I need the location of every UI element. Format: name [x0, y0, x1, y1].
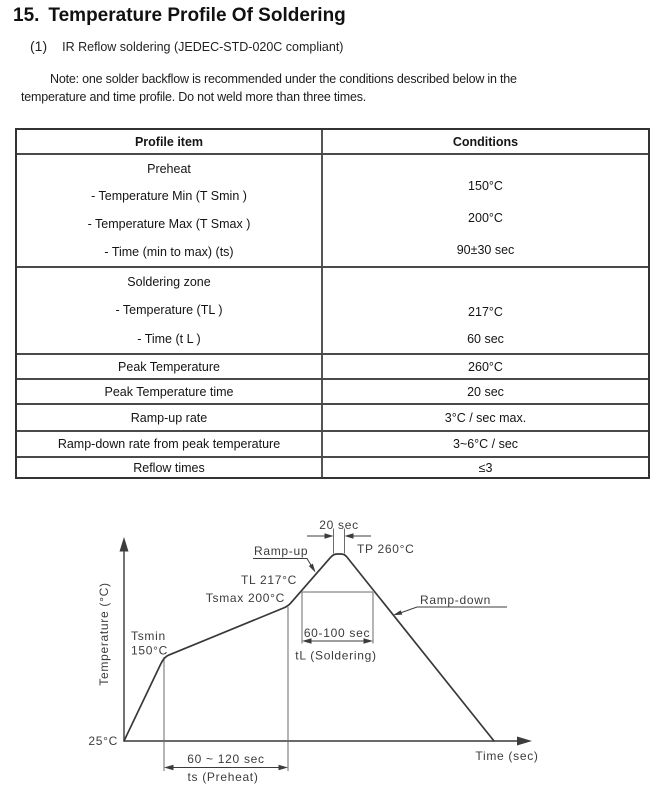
preheat-cond-time: 90±30 sec: [456, 242, 515, 257]
preheat-cond-tmax: 200°C: [468, 210, 503, 225]
soldering-zone-label: tL (Soldering): [295, 649, 376, 663]
table-row-peak-temperature-time: Peak Temperature time 20 sec: [17, 378, 648, 403]
peak-dim-label: 20 sec: [319, 518, 359, 532]
ramp-down-label: Ramp-down: [420, 593, 491, 607]
soldering-dim-right-arrow-icon: [363, 638, 373, 644]
preheat-dim-label: 60 ~ 120 sec: [187, 752, 264, 766]
table-row-peak-temperature: Peak Temperature 260°C: [17, 353, 648, 378]
soldering-item-time: - Time (t L ): [137, 331, 201, 346]
ramp-down-arrow-icon: [393, 610, 403, 616]
preheat-cond-tmin: 150°C: [468, 178, 503, 193]
origin-temp-label: 25°C: [88, 734, 118, 748]
y-axis-arrowhead-icon: [119, 537, 129, 552]
soldering-items-cell: Soldering zone - Temperature (TL ) - Tim…: [17, 268, 323, 353]
peak-dim-right-arrow-icon: [344, 533, 354, 539]
preheat-item-time: - Time (min to max) (ts): [104, 244, 234, 259]
row-item-label: Reflow times: [17, 458, 323, 477]
temperature-profile-curve: [123, 553, 495, 742]
table-row-ramp-down-rate: Ramp-down rate from peak temperature 3~6…: [17, 430, 648, 456]
table-row-soldering-zone: Soldering zone - Temperature (TL ) - Tim…: [17, 266, 648, 353]
row-condition-value: 20 sec: [467, 384, 504, 399]
subsection-text: IR Reflow soldering (JEDEC-STD-020C comp…: [62, 40, 344, 54]
preheat-dim-right-arrow-icon: [278, 764, 288, 771]
table-row-reflow-times: Reflow times ≤3: [17, 456, 648, 477]
soldering-item-temp: - Temperature (TL ): [115, 303, 223, 318]
soldering-dim-label: 60-100 sec: [304, 626, 370, 640]
note-line-1: Note: one solder backflow is recommended…: [50, 72, 517, 86]
table-header-row: Profile item Conditions: [17, 130, 648, 153]
ramp-up-label: Ramp-up: [254, 544, 308, 558]
peak-dim-left-arrow-icon: [324, 533, 334, 539]
row-condition-value: ≤3: [478, 460, 493, 475]
preheat-item-tmax: - Temperature Max (T Smax ): [87, 217, 251, 232]
section-number: 15.: [13, 5, 40, 26]
preheat-item-tmin: - Temperature Min (T Smin ): [91, 189, 247, 204]
preheat-items-cell: Preheat - Temperature Min (T Smin ) - Te…: [17, 155, 323, 266]
soldering-cond-time: 60 sec: [467, 332, 504, 346]
subsection-number: (1): [30, 38, 48, 54]
note-line-2: temperature and time profile. Do not wel…: [21, 90, 367, 104]
soldering-dim-left-arrow-icon: [302, 638, 312, 644]
preheat-zone-label: ts (Preheat): [187, 770, 258, 784]
section-title: 15. Temperature Profile Of Soldering: [13, 5, 346, 27]
row-item-label: Peak Temperature: [17, 355, 323, 378]
table-row-preheat: Preheat - Temperature Min (T Smin ) - Te…: [17, 153, 648, 266]
row-item-label: Peak Temperature time: [17, 380, 323, 403]
ramp-down-leader-line: [395, 606, 507, 615]
row-condition-value: 3°C / sec max.: [444, 410, 527, 425]
row-condition-value: 260°C: [468, 359, 503, 374]
header-conditions: Conditions: [452, 134, 519, 149]
tsmax-label: Tsmax 200°C: [206, 591, 285, 605]
section-title-text: Temperature Profile Of Soldering: [48, 5, 346, 26]
table-row-ramp-up-rate: Ramp-up rate 3°C / sec max.: [17, 403, 648, 430]
profile-conditions-table: Profile item Conditions Preheat - Temper…: [15, 128, 650, 479]
y-axis-title: Temperature (°C): [97, 582, 111, 685]
ramp-up-leader-line: [253, 558, 315, 572]
soldering-item-title: Soldering zone: [127, 274, 211, 289]
row-item-label: Ramp-down rate from peak temperature: [17, 432, 323, 456]
x-axis-title: Time (sec): [475, 749, 538, 763]
preheat-dim-left-arrow-icon: [164, 764, 174, 771]
preheat-conditions-cell: 150°C 200°C 90±30 sec: [323, 155, 648, 266]
soldering-cond-temp: 217°C: [468, 304, 503, 319]
soldering-conditions-cell: 217°C 60 sec: [323, 268, 648, 353]
reflow-profile-chart: 20 sec Ramp-up Ramp-down TP 260°C TL 217…: [88, 518, 538, 784]
preheat-item-title: Preheat: [147, 161, 191, 176]
x-axis-arrowhead-icon: [517, 736, 532, 746]
row-item-label: Ramp-up rate: [17, 405, 323, 430]
subsection-heading: (1) IR Reflow soldering (JEDEC-STD-020C …: [30, 38, 343, 54]
ramp-up-arrow-icon: [308, 563, 316, 573]
tsmin-label-line1: Tsmin: [131, 629, 166, 643]
header-profile-item: Profile item: [17, 130, 323, 153]
tsmin-label-line2: 150°C: [131, 644, 168, 658]
tp-label: TP 260°C: [357, 542, 415, 556]
tl-label: TL 217°C: [241, 573, 297, 587]
row-condition-value: 3~6°C / sec: [452, 437, 519, 451]
